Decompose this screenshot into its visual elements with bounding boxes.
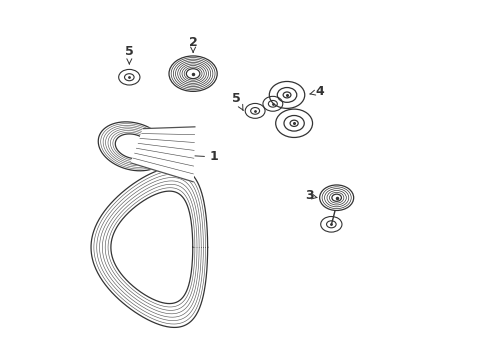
Text: 5: 5 <box>232 92 243 110</box>
Polygon shape <box>113 132 152 160</box>
Text: 1: 1 <box>186 150 218 163</box>
Text: 4: 4 <box>309 85 324 98</box>
Polygon shape <box>131 127 195 182</box>
Text: 5: 5 <box>124 45 133 64</box>
Text: 2: 2 <box>188 36 197 52</box>
Polygon shape <box>111 192 192 303</box>
Text: 3: 3 <box>305 189 316 202</box>
